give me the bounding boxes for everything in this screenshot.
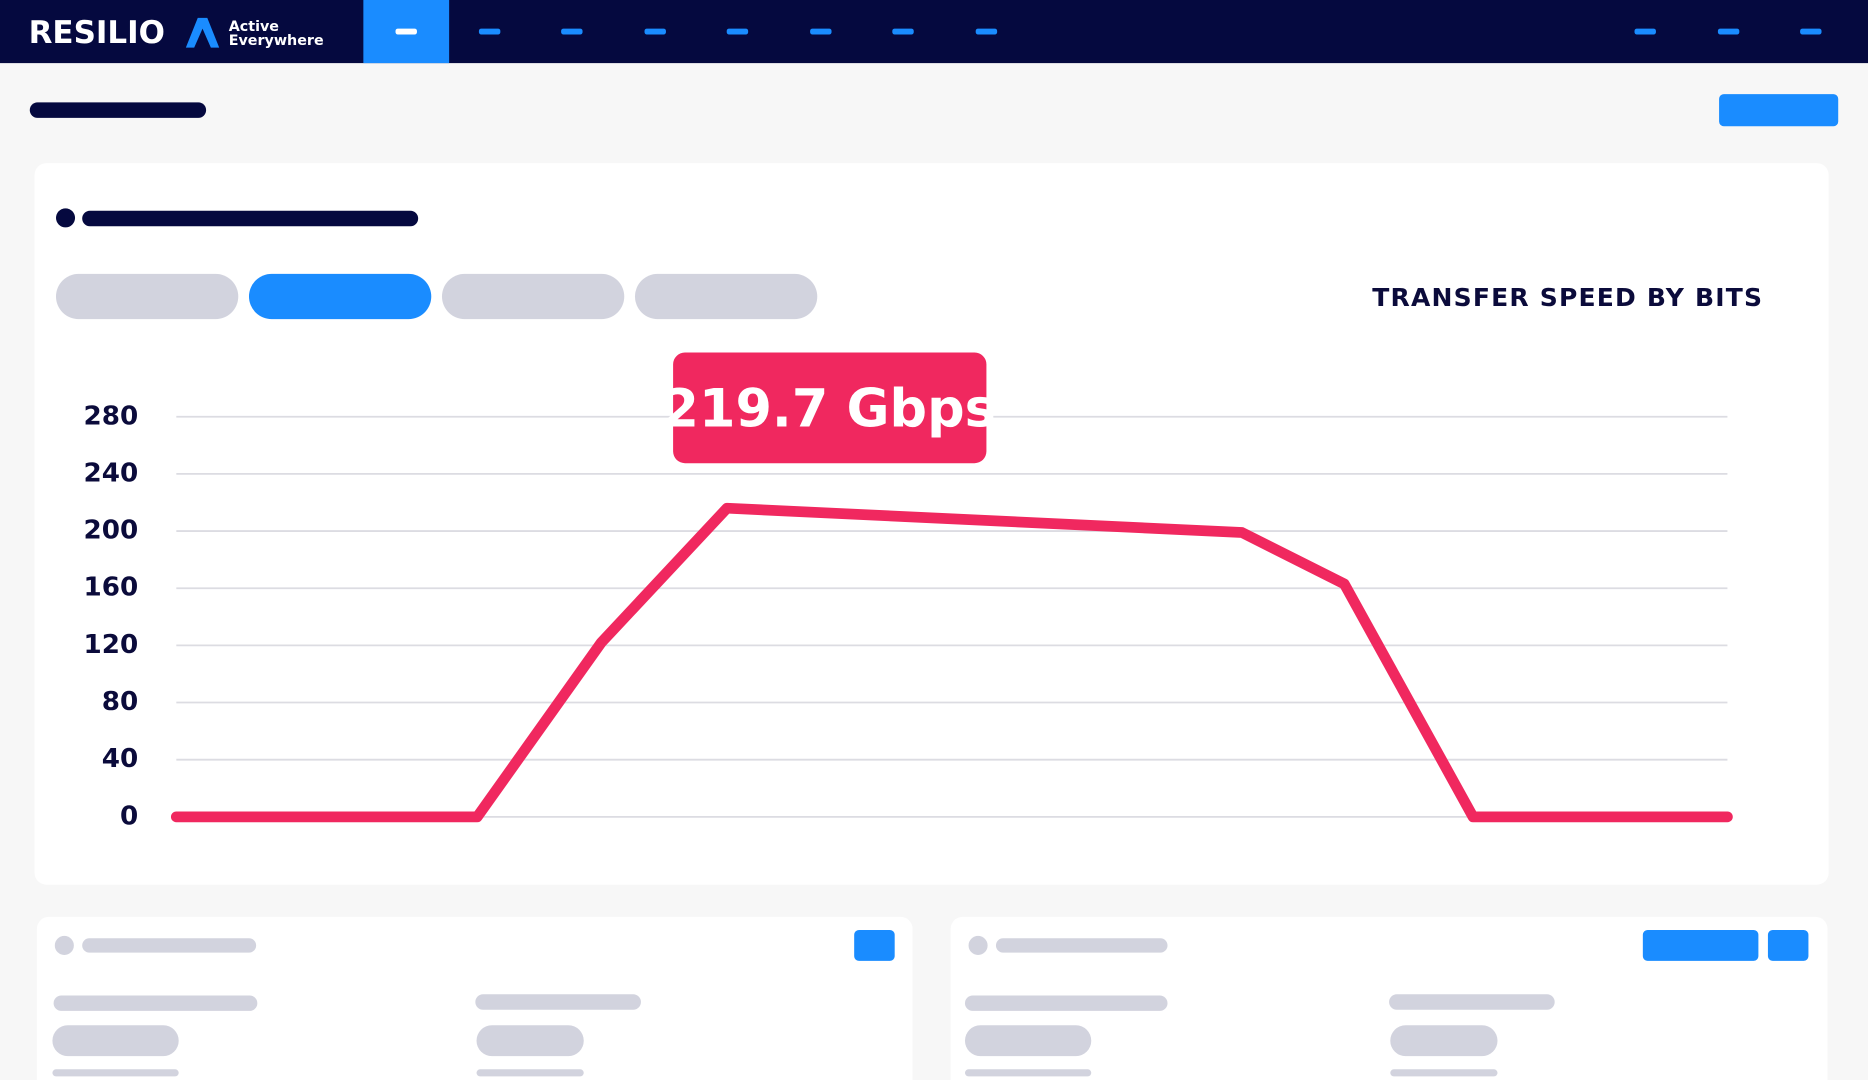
nav-tab[interactable] — [726, 28, 749, 35]
placeholder — [476, 1069, 584, 1077]
logo-icon — [185, 17, 220, 48]
placeholder — [995, 938, 1168, 953]
nav-tab[interactable] — [644, 28, 666, 35]
y-tick-label: 280 — [84, 401, 139, 431]
placeholder — [964, 1025, 1092, 1057]
card — [36, 916, 913, 1080]
placeholder — [475, 994, 641, 1010]
action-button[interactable] — [1719, 94, 1839, 127]
placeholder — [52, 1025, 179, 1057]
card — [950, 916, 1828, 1080]
placeholder — [52, 1069, 179, 1077]
y-tick-label: 240 — [84, 458, 139, 488]
nav-tabs — [478, 28, 1822, 35]
speed-line — [170, 502, 1733, 823]
filter-pill[interactable] — [441, 273, 625, 320]
y-tick-label: 160 — [84, 573, 139, 603]
placeholder — [53, 995, 258, 1011]
filter-pill[interactable] — [55, 273, 239, 320]
nav-icon[interactable] — [1800, 28, 1822, 35]
nav-icon[interactable] — [1634, 28, 1656, 35]
placeholder — [964, 1069, 1092, 1077]
filter-pill[interactable] — [634, 273, 818, 320]
nav-icon[interactable] — [1717, 28, 1740, 35]
nav-tab[interactable] — [478, 28, 501, 35]
y-tick-label: 0 — [120, 801, 138, 831]
nav-tab[interactable] — [810, 28, 832, 35]
y-tick-label: 40 — [102, 744, 138, 774]
page-title-placeholder — [29, 102, 207, 118]
annotation: 219.7 Gbps — [663, 378, 996, 439]
card-button[interactable] — [1767, 929, 1809, 961]
placeholder — [1390, 1025, 1498, 1057]
placeholder — [82, 938, 257, 953]
y-tick-label: 80 — [102, 687, 138, 717]
placeholder — [964, 995, 1168, 1011]
card-dot — [54, 935, 74, 955]
nav-tab[interactable] — [561, 28, 583, 35]
card-button[interactable] — [854, 929, 895, 961]
nav-bar — [0, 0, 1868, 64]
plot: 0 40 80 120 160 200 240 280 — [84, 401, 1733, 831]
placeholder — [1389, 994, 1555, 1010]
placeholder — [1390, 1069, 1498, 1077]
card-title-placeholder — [82, 210, 419, 227]
chart-card — [34, 163, 1829, 885]
y-tick-label: 120 — [84, 630, 139, 660]
tagline: Active — [229, 19, 279, 35]
card-dot — [968, 935, 988, 955]
y-tick-label: 200 — [84, 516, 139, 546]
filter-pill-active[interactable] — [248, 273, 432, 320]
card-dot — [55, 208, 76, 228]
card-button[interactable] — [1642, 929, 1759, 961]
annotation-box — [673, 352, 987, 464]
placeholder — [476, 1025, 584, 1057]
logo[interactable]: RESILIO — [29, 15, 165, 51]
chart-title: TRANSFER SPEED BY BITS — [1372, 283, 1763, 312]
nav-tab-marker — [395, 28, 417, 35]
nav-tab[interactable] — [892, 28, 914, 35]
tagline: Everywhere — [229, 33, 324, 49]
nav-tab[interactable] — [975, 28, 998, 35]
